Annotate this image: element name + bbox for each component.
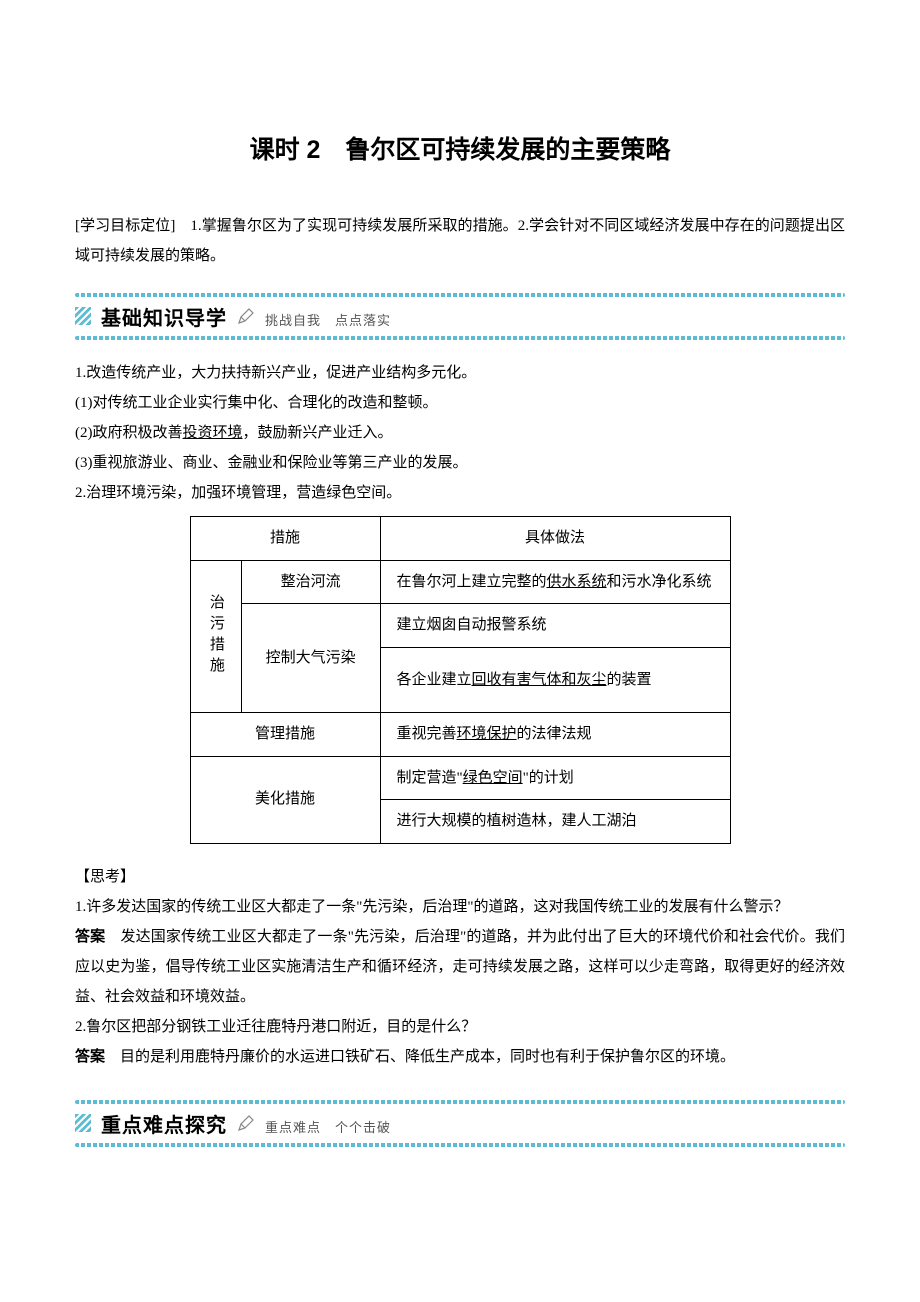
learning-objective: [学习目标定位] 1.掌握鲁尔区为了实现可持续发展所采取的措施。2.学会针对不同… bbox=[75, 211, 845, 271]
cell-water-system: 在鲁尔河上建立完整的供水系统和污水净化系统 bbox=[380, 560, 730, 604]
table-row: 措施 具体做法 bbox=[190, 517, 730, 561]
answer-1: 答案 发达国家传统工业区大都走了一条"先污染，后治理"的道路，并为此付出了巨大的… bbox=[75, 922, 845, 1012]
underline-env: 环境保护 bbox=[457, 726, 517, 742]
cell-green-space: 制定营造"绿色空间"的计划 bbox=[380, 756, 730, 800]
hatch-icon bbox=[75, 307, 91, 325]
text: 制定营造" bbox=[397, 770, 463, 786]
text: 在鲁尔河上建立完整的 bbox=[397, 574, 547, 590]
cell-gas-recovery: 各企业建立回收有害气体和灰尘的装置 bbox=[380, 647, 730, 713]
table-row: 治污措施 整治河流 在鲁尔河上建立完整的供水系统和污水净化系统 bbox=[190, 560, 730, 604]
text: 的装置 bbox=[607, 672, 652, 688]
point-1-2: (2)政府积极改善投资环境，鼓励新兴产业迁入。 bbox=[75, 418, 845, 448]
cell-pollution-control: 治污措施 bbox=[190, 560, 241, 713]
header-measure: 措施 bbox=[190, 517, 380, 561]
cell-chimney-alarm: 建立烟囱自动报警系统 bbox=[380, 604, 730, 648]
point-2: 2.治理环境污染，加强环境管理，营造绿色空间。 bbox=[75, 478, 845, 508]
text: 的法律法规 bbox=[517, 726, 592, 742]
cell-afforestation: 进行大规模的植树造林，建人工湖泊 bbox=[380, 800, 730, 844]
section-basics-title: 基础知识导学 bbox=[101, 302, 227, 331]
answer-label: 答案 bbox=[75, 929, 105, 945]
point-1-3: (3)重视旅游业、商业、金融业和保险业等第三产业的发展。 bbox=[75, 448, 845, 478]
answer-2: 答案 目的是利用鹿特丹廉价的水运进口铁矿石、降低生产成本，同时也有利于保护鲁尔区… bbox=[75, 1042, 845, 1072]
underline-green: 绿色空间 bbox=[463, 770, 523, 786]
section-basics-sub: 挑战自我 点点落实 bbox=[265, 310, 391, 329]
question-2: 2.鲁尔区把部分钢铁工业迁往鹿特丹港口附近，目的是什么？ bbox=[75, 1012, 845, 1042]
pencil-icon bbox=[237, 1114, 255, 1132]
hatch-icon bbox=[75, 1114, 91, 1132]
cell-rivers: 整治河流 bbox=[241, 560, 380, 604]
table-row: 控制大气污染 建立烟囱自动报警系统 bbox=[190, 604, 730, 648]
section-basics-header: 基础知识导学 挑战自我 点点落实 bbox=[75, 293, 845, 340]
answer-label: 答案 bbox=[75, 1049, 105, 1065]
answer-2-text: 目的是利用鹿特丹廉价的水运进口铁矿石、降低生产成本，同时也有利于保护鲁尔区的环境… bbox=[105, 1049, 735, 1065]
header-detail: 具体做法 bbox=[380, 517, 730, 561]
point-1: 1.改造传统产业，大力扶持新兴产业，促进产业结构多元化。 bbox=[75, 358, 845, 388]
section-keypoints-header: 重点难点探究 重点难点 个个击破 bbox=[75, 1100, 845, 1147]
cell-management: 管理措施 bbox=[190, 713, 380, 757]
underline-recovery: 回收有害气体和灰尘 bbox=[472, 672, 607, 688]
text: 重视完善 bbox=[397, 726, 457, 742]
text: 各企业建立 bbox=[397, 672, 472, 688]
text: (2)政府积极改善 bbox=[75, 425, 183, 441]
point-1-1: (1)对传统工业企业实行集中化、合理化的改造和整顿。 bbox=[75, 388, 845, 418]
text: ，鼓励新兴产业迁入。 bbox=[243, 425, 393, 441]
text: "的计划 bbox=[523, 770, 574, 786]
cell-env-law: 重视完善环境保护的法律法规 bbox=[380, 713, 730, 757]
answer-1-text: 发达国家传统工业区大都走了一条"先污染，后治理"的道路，并为此付出了巨大的环境代… bbox=[75, 929, 845, 1005]
section-keypoints-title: 重点难点探究 bbox=[101, 1109, 227, 1138]
table-row: 美化措施 制定营造"绿色空间"的计划 bbox=[190, 756, 730, 800]
question-1: 1.许多发达国家的传统工业区大都走了一条"先污染，后治理"的道路，这对我国传统工… bbox=[75, 892, 845, 922]
think-label: 【思考】 bbox=[75, 862, 845, 892]
cell-beautify: 美化措施 bbox=[190, 756, 380, 843]
section-keypoints-sub: 重点难点 个个击破 bbox=[265, 1117, 391, 1136]
underline-investment: 投资环境 bbox=[183, 425, 243, 441]
page-title: 课时 2 鲁尔区可持续发展的主要策略 bbox=[75, 130, 845, 166]
cell-air-pollution: 控制大气污染 bbox=[241, 604, 380, 713]
pencil-icon bbox=[237, 307, 255, 325]
table-row: 管理措施 重视完善环境保护的法律法规 bbox=[190, 713, 730, 757]
text: 和污水净化系统 bbox=[607, 574, 712, 590]
underline-water: 供水系统 bbox=[547, 574, 607, 590]
measures-table: 措施 具体做法 治污措施 整治河流 在鲁尔河上建立完整的供水系统和污水净化系统 … bbox=[190, 516, 731, 844]
